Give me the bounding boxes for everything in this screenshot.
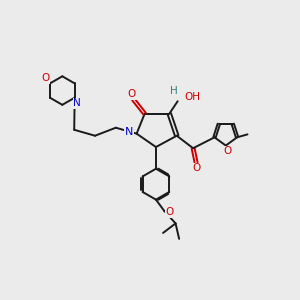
Text: O: O bbox=[128, 89, 136, 99]
Text: O: O bbox=[223, 146, 231, 157]
Text: O: O bbox=[192, 164, 200, 173]
Text: O: O bbox=[41, 73, 50, 83]
Text: O: O bbox=[166, 207, 174, 218]
Text: N: N bbox=[125, 127, 133, 137]
Text: H: H bbox=[170, 85, 178, 96]
Text: OH: OH bbox=[184, 92, 200, 102]
Text: N: N bbox=[73, 98, 81, 108]
